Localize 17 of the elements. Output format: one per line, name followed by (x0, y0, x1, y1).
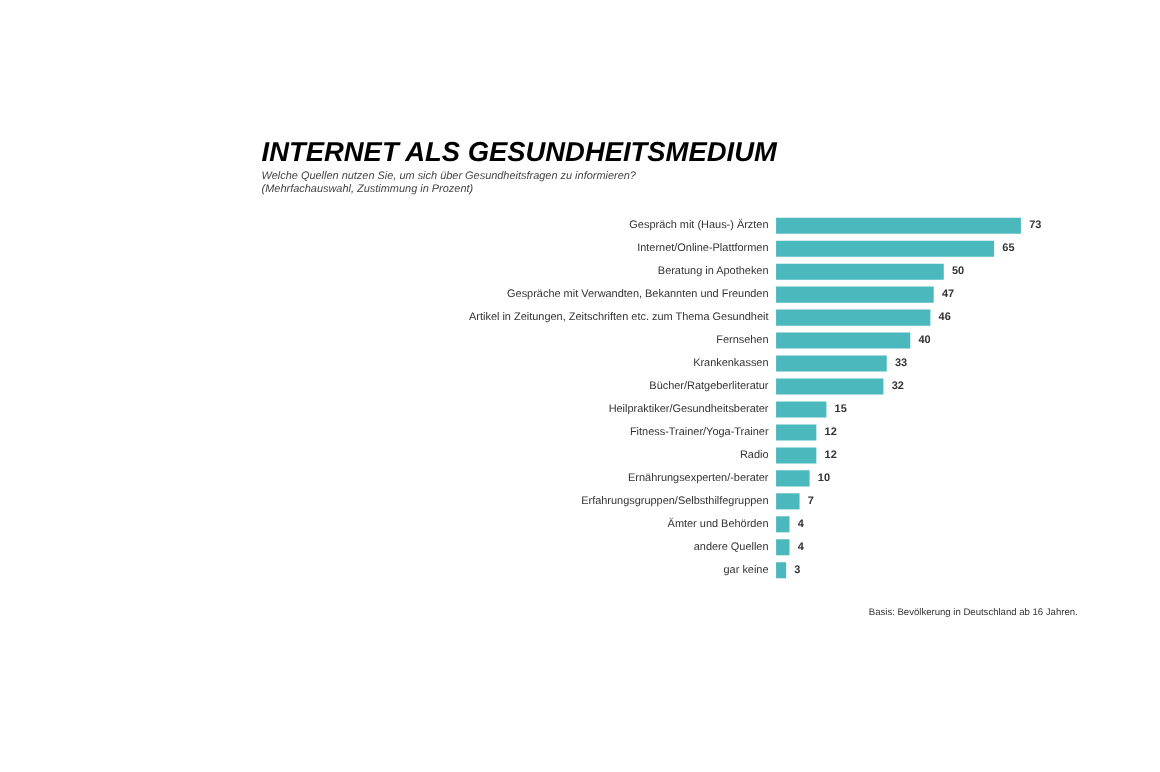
bar (776, 332, 911, 349)
bar (776, 355, 887, 372)
bar (776, 378, 884, 395)
bar (776, 286, 934, 303)
bar (776, 263, 944, 280)
bar (776, 447, 817, 464)
bar (776, 309, 931, 326)
bar (776, 539, 790, 556)
bar (776, 562, 787, 579)
bar (776, 516, 790, 533)
bar (776, 493, 800, 510)
bar (776, 424, 817, 441)
bar (776, 470, 810, 487)
bar (776, 401, 827, 418)
bar (776, 240, 995, 257)
bar (776, 217, 1021, 234)
text: INTERNET ALS GESUNDHEITSMEDIUM (261, 136, 778, 167)
